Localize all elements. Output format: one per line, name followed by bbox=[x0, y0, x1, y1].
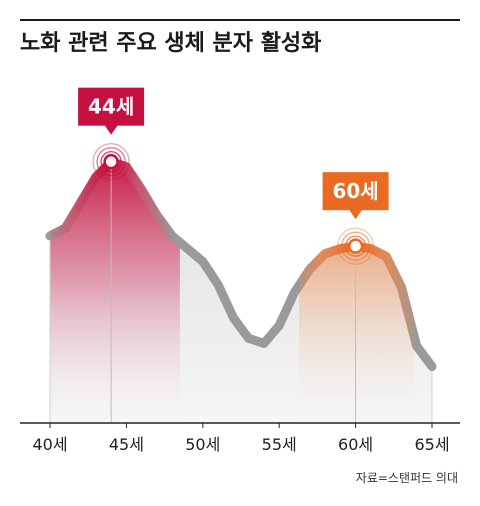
peak-marker-0 bbox=[92, 142, 130, 181]
peak-guides bbox=[49, 161, 433, 423]
callout-box-1 bbox=[322, 172, 389, 211]
callout-0: 44세 bbox=[78, 87, 145, 135]
peak-ring-0-1 bbox=[96, 146, 126, 177]
x-tick-label-0: 40세 bbox=[32, 435, 67, 454]
area-highlight-44 bbox=[50, 161, 180, 423]
peak-ring-1-2 bbox=[344, 235, 367, 257]
peak-dot-0 bbox=[103, 153, 119, 170]
x-axis-ticks: 40세 45세 50세 55세 60세 65세 bbox=[32, 423, 450, 454]
area-highlight-60 bbox=[299, 246, 414, 423]
peak-markers bbox=[92, 142, 375, 265]
callout-pointer-1 bbox=[348, 209, 363, 220]
source-note: 자료=스탠퍼드 의대 bbox=[356, 471, 458, 485]
callout-pointer-0 bbox=[104, 124, 119, 135]
x-tick-label-5: 65세 bbox=[414, 435, 449, 454]
plot-area bbox=[50, 161, 432, 423]
x-tick-label-4: 60세 bbox=[338, 435, 373, 454]
callout-1: 60세 bbox=[322, 172, 389, 220]
callout-label-0: 44세 bbox=[88, 95, 134, 119]
peak-dot-1 bbox=[347, 238, 364, 254]
chart-title: 노화 관련 주요 생체 분자 활성화 bbox=[20, 31, 321, 56]
callout-label-1: 60세 bbox=[332, 179, 378, 203]
x-tick-label-2: 50세 bbox=[185, 435, 220, 454]
peak-ring-1-0 bbox=[336, 227, 375, 265]
peak-marker-1 bbox=[336, 227, 375, 265]
x-tick-label-1: 45세 bbox=[109, 435, 144, 454]
peak-ring-0-2 bbox=[100, 150, 122, 173]
peak-ring-1-1 bbox=[340, 231, 371, 261]
peak-callouts: 44세 60세 bbox=[78, 87, 389, 220]
x-tick-label-3: 55세 bbox=[262, 435, 297, 454]
peak-ring-0-0 bbox=[92, 142, 130, 181]
callout-box-0 bbox=[78, 87, 145, 126]
series-line-highlight-60 bbox=[299, 241, 414, 350]
